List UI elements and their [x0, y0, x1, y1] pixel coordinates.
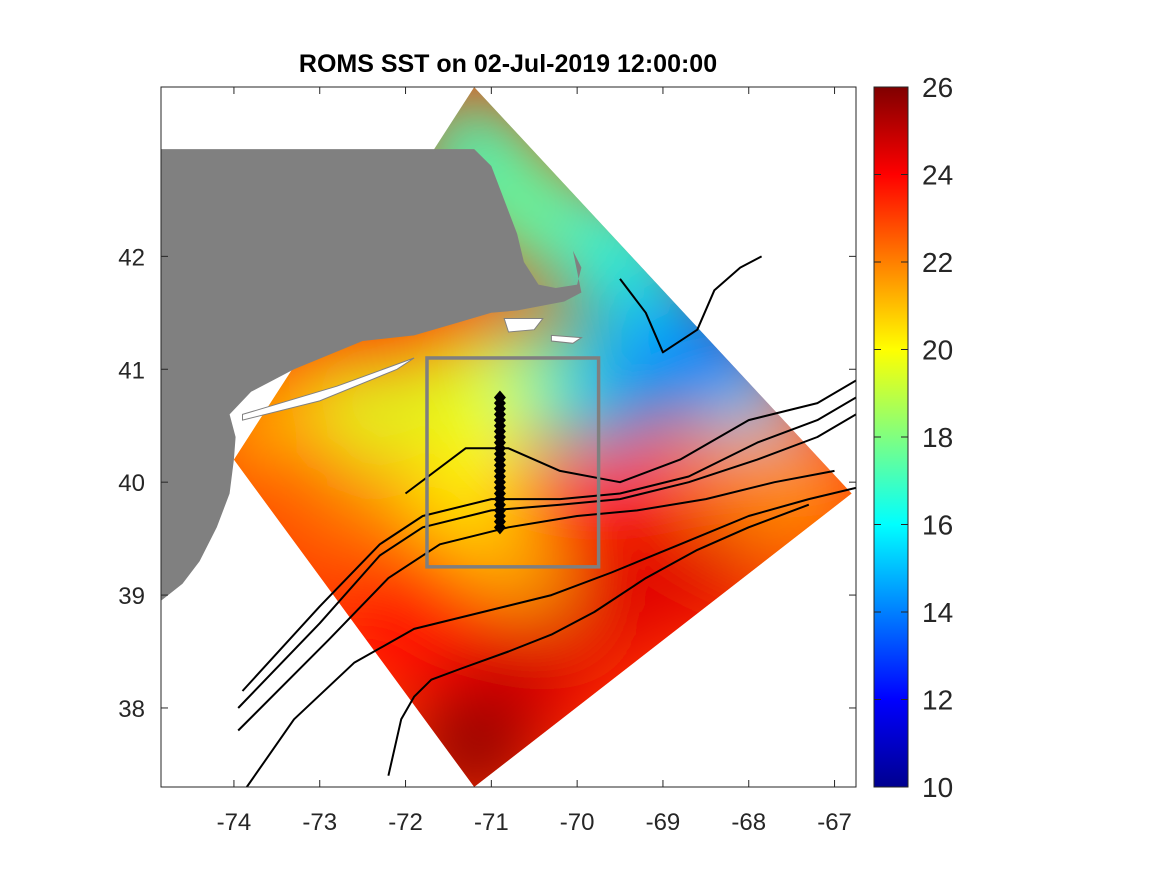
- isobath-line: [245, 486, 856, 787]
- study-box: [425, 356, 601, 569]
- axes-frame: [160, 86, 857, 788]
- island: [242, 357, 415, 421]
- x-tick-label: -71: [474, 809, 509, 836]
- y-tick-label: 39: [118, 583, 145, 610]
- colorbar-tick-label: 26: [922, 72, 953, 103]
- x-tick-label: -67: [817, 809, 852, 836]
- isobath-line: [237, 469, 835, 732]
- isobath-line: [619, 255, 763, 354]
- x-tick-label: -69: [646, 809, 681, 836]
- land-mask: [161, 149, 582, 787]
- y-tick-label: 41: [118, 357, 145, 384]
- y-axis: 38 39 40 41 42: [118, 244, 856, 723]
- colorbar-tick-label: 16: [922, 510, 953, 541]
- sst-sample: [686, 420, 811, 545]
- x-tick-label: -73: [302, 809, 337, 836]
- x-tick-label: -74: [217, 809, 252, 836]
- colorbar-tick-label: 12: [922, 685, 953, 716]
- isobath-line: [404, 379, 856, 495]
- isobath-line: [387, 503, 810, 776]
- colorbar-ticks: 10 12 14 16 18 20 22 24 26: [874, 72, 953, 803]
- colorbar-tick-label: 10: [922, 772, 953, 803]
- island: [550, 334, 583, 344]
- sst-field: [233, 87, 852, 787]
- y-tick-label: 42: [118, 244, 145, 271]
- isobath-line: [241, 396, 856, 692]
- x-tick-label: -72: [388, 809, 423, 836]
- x-tick-label: -68: [731, 809, 766, 836]
- isobath-contours: [237, 255, 856, 787]
- islands: [242, 318, 583, 421]
- y-tick-label: 38: [118, 696, 145, 723]
- colorbar-tick-label: 18: [922, 422, 953, 453]
- colorbar-tick-label: 22: [922, 247, 953, 278]
- chart-title: ROMS SST on 02-Jul-2019 12:00:00: [299, 50, 717, 78]
- x-axis: -74 -73 -72 -71 -70 -69 -68 -67: [217, 87, 852, 836]
- colorbar-tick-label: 20: [922, 335, 953, 366]
- isobath-line: [237, 413, 856, 709]
- colorbar-tick-label: 14: [922, 597, 953, 628]
- island: [503, 318, 544, 333]
- transect-markers: [493, 390, 506, 535]
- y-tick-label: 40: [118, 470, 145, 497]
- x-tick-label: -70: [560, 809, 595, 836]
- colorbar-tick-label: 24: [922, 160, 953, 191]
- transect-marker: [493, 390, 506, 405]
